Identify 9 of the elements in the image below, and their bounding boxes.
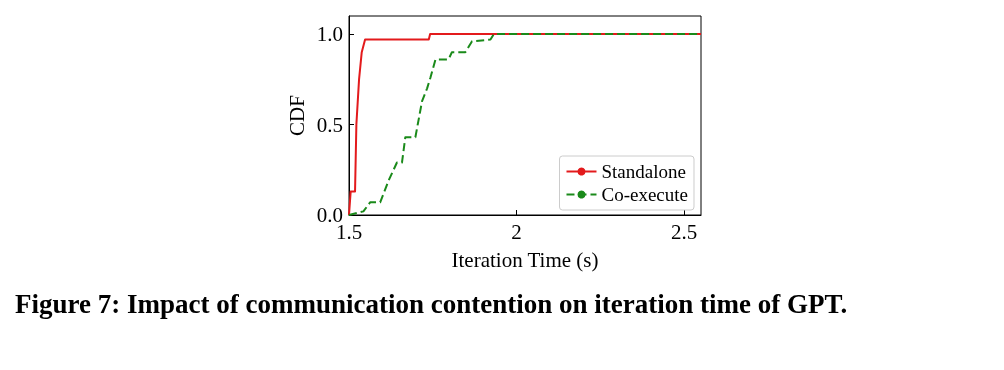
y-tick-label: 1.0 — [316, 22, 343, 47]
x-tick-label: 2.5 — [671, 219, 698, 244]
x-tick-label: 2 — [511, 219, 522, 244]
y-axis-title: CDF — [284, 95, 309, 136]
y-tick-label: 0.5 — [316, 112, 343, 137]
x-axis-title: Iteration Time (s) — [451, 247, 599, 272]
text: Figure 7: Impact of communication contention on iteration time of GPT. — [15, 289, 848, 319]
legend-label: Co-execute — [601, 184, 688, 205]
legend-label: Standalone — [601, 161, 686, 182]
